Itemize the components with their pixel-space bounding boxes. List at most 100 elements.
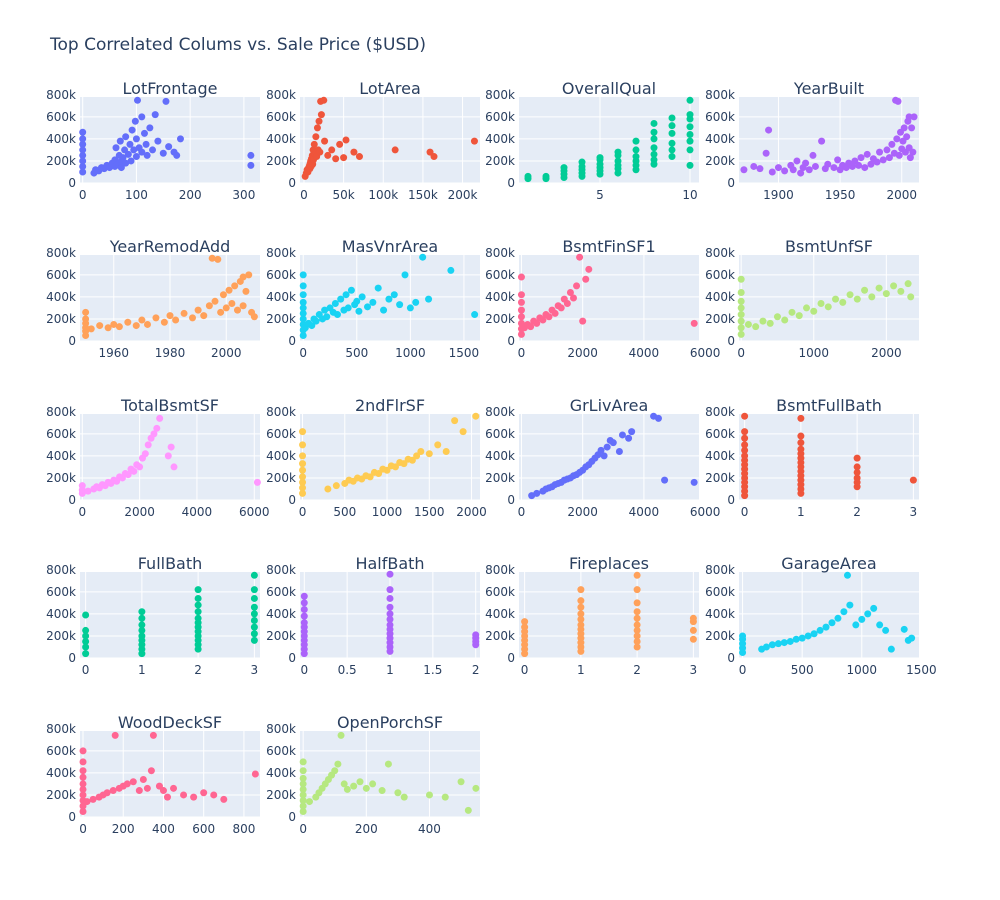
data-point [822,623,830,631]
data-point [299,309,307,317]
x-tick-label: 2 [472,663,480,677]
data-point [615,447,623,455]
data-point [138,632,146,640]
data-point [167,443,175,451]
data-point [394,789,402,797]
data-point [633,614,641,622]
data-point [578,158,586,166]
data-point [79,146,87,154]
y-tick-label: 200k [705,629,735,643]
y-tick-label: 800k [266,563,296,577]
data-point [690,478,698,486]
data-point [250,610,258,618]
data-point [802,159,810,167]
data-point [79,791,87,799]
data-point [768,641,776,649]
data-point [299,441,307,449]
data-point [690,319,698,327]
data-point [470,137,478,145]
data-point [774,640,782,648]
data-point [300,619,308,627]
data-point [654,414,662,422]
data-point [79,807,87,815]
data-point [142,140,150,148]
subplot-openporchsf: OpenPorchSF 0 200 400 0 200k 400k 600k 800k [266,713,480,836]
data-point [824,160,832,168]
data-point [551,309,559,317]
data-point [180,309,188,317]
subplot-title: BsmtUnfSF [785,237,873,256]
data-point [852,621,860,629]
plot-area [739,255,919,341]
x-tick-label: 1 [577,663,585,677]
data-point [686,130,694,138]
data-point [139,776,147,784]
x-tick-label: 1 [797,505,805,519]
points-bsmtfullbath [741,412,917,500]
data-point [618,431,626,439]
data-point [128,126,136,134]
data-point [633,599,641,607]
y-tick-label: 800k [266,722,296,736]
points-garagearea [739,571,916,656]
data-point [152,314,160,322]
data-point [299,298,307,306]
data-point [846,291,854,299]
data-point [115,323,123,331]
data-point [208,254,216,262]
x-tick-label: 3 [251,663,259,677]
points-2ndflrsf [299,412,480,497]
data-point [853,463,861,471]
subplot-fullbath: FullBath 0 1 2 3 0 200k 400k 600k 800k [46,554,260,677]
data-point [686,137,694,145]
data-point [159,149,167,157]
y-tick-label: 600k [485,585,515,599]
y-tick-label: 0 [727,176,735,190]
y-tick-label: 200k [46,629,76,643]
subplot-title: HalfBath [355,554,424,573]
data-point [189,314,196,322]
data-point [737,311,745,319]
data-point [299,796,307,804]
subplot-title: 2ndFlrSF [355,396,425,415]
data-point [780,639,788,647]
data-point [577,597,585,605]
plot-area [519,255,699,341]
y-tick-label: 0 [288,176,296,190]
y-tick-label: 600k [46,268,76,282]
data-point [300,599,308,607]
data-point [425,295,433,303]
data-point [762,149,770,157]
data-point [828,619,836,627]
data-point [797,414,805,422]
data-point [82,632,90,640]
data-point [853,474,861,482]
x-tick-label: 1960 [98,346,129,360]
data-point [894,97,902,105]
data-point [577,610,585,618]
data-point [299,489,307,497]
x-tick-label: 2 [633,663,641,677]
x-tick-label: 150k [408,188,438,202]
y-tick-label: 400k [266,290,296,304]
data-point [300,605,308,613]
data-point [79,128,87,136]
data-point [908,634,916,642]
data-point [253,478,261,486]
data-point [824,303,832,311]
x-tick-label: 0 [79,188,87,202]
data-point [211,297,219,305]
data-point [810,307,818,315]
data-point [597,446,605,454]
y-tick-label: 200k [705,154,735,168]
data-point [355,153,363,161]
data-point [816,626,824,634]
data-point [573,282,581,290]
data-point [299,291,307,299]
data-point [668,114,676,122]
data-point [112,144,120,152]
subplot-title: FullBath [138,554,203,573]
data-point [863,150,871,158]
data-point [82,308,90,316]
x-tick-label: 200 [355,822,378,836]
